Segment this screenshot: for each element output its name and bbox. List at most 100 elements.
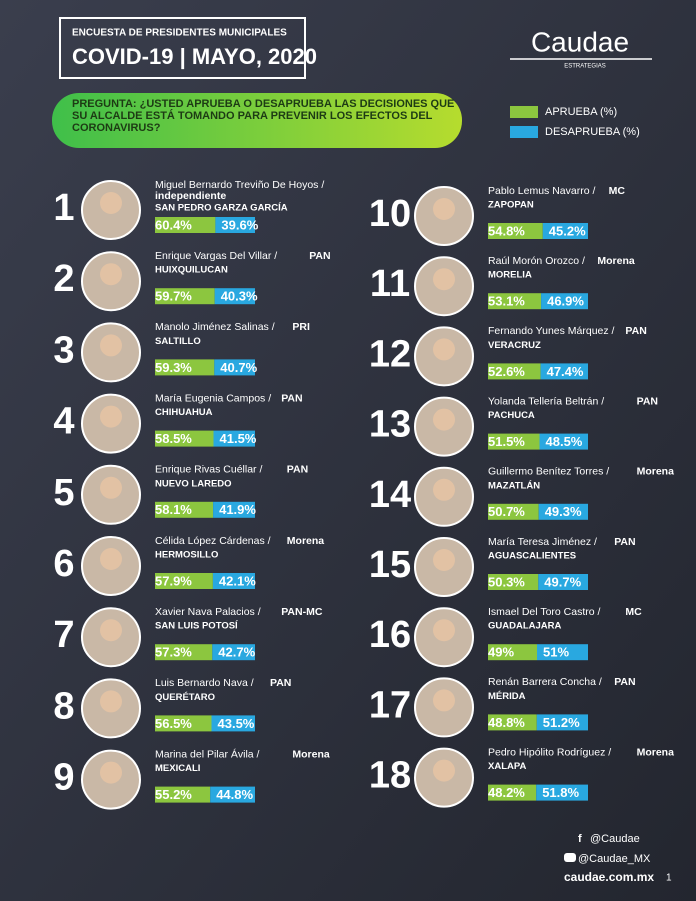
logo: Caudae	[531, 26, 629, 57]
approve-label: 53.1%	[488, 294, 525, 309]
disapprove-label: 51%	[543, 645, 569, 660]
city: HERMOSILLO	[155, 550, 218, 561]
party: Morena	[637, 466, 675, 478]
approve-label: 58.5%	[155, 431, 192, 446]
mayor-row: 9 Marina del Pilar Ávila / Morena MEXICALI 5…	[53, 747, 330, 810]
party: PAN	[287, 464, 308, 476]
approve-label: 57.3%	[155, 645, 192, 660]
approve-bar	[488, 223, 543, 239]
party: PAN	[625, 325, 646, 337]
mayor-row: 10 Pablo Lemus Navarro / MC ZAPOPAN 54.8% 45.…	[369, 185, 626, 246]
approve-bar	[155, 715, 212, 732]
disapprove-label: 46.9%	[547, 294, 584, 309]
rank: 1	[53, 187, 74, 229]
name: Fernando Yunes Márquez /	[488, 325, 615, 337]
city: SAN PEDRO GARZA GARCÍA	[155, 203, 288, 214]
party: MC	[609, 185, 626, 197]
rank: 11	[370, 263, 410, 305]
party: PAN	[637, 395, 658, 407]
city: ZAPOPAN	[488, 200, 534, 211]
party: PAN	[614, 536, 635, 548]
mayor-row: 12 Fernando Yunes Márquez / PAN VERACRUZ 52.…	[369, 325, 647, 387]
rank: 4	[53, 401, 74, 443]
city: HUIXQUILUCAN	[155, 265, 228, 276]
mayor-row: 5 Enrique Rivas Cuéllar / PAN NUEVO LAREDO 5…	[53, 464, 308, 525]
disapprove-label: 39.6%	[221, 217, 258, 232]
approve-label: 58.1%	[155, 502, 192, 517]
disapprove-label: 41.9%	[219, 502, 256, 517]
logo-tagline: ESTRATEGIAS	[564, 64, 606, 70]
rank: 7	[53, 614, 74, 656]
photo-head	[433, 689, 455, 712]
legend-swatch	[510, 106, 538, 118]
name: Marina del Pilar Ávila /	[155, 747, 260, 760]
approve-label: 48.8%	[488, 715, 525, 730]
mayor-list: 1 Miguel Bernardo Treviño De Hoyos /indep…	[53, 179, 675, 810]
name: Yolanda Tellería Beltrán /	[488, 395, 604, 407]
photo-head	[433, 619, 455, 642]
city: PACHUCA	[488, 410, 535, 421]
rank: 5	[53, 472, 74, 514]
rank: 6	[53, 543, 74, 585]
approve-bar	[488, 644, 537, 661]
rank: 14	[369, 474, 411, 516]
mayor-row: 11 Raúl Morón Orozco / Morena MORELIA 53.1% 4…	[370, 255, 635, 317]
name: Xavier Nava Palacios /	[155, 606, 261, 618]
disapprove-bar	[211, 715, 255, 732]
photo-head	[433, 478, 455, 501]
approve-bar	[488, 784, 537, 801]
photo-head	[433, 338, 455, 361]
disapprove-bar	[212, 573, 255, 589]
approve-label: 54.8%	[488, 223, 525, 238]
approve-label: 50.7%	[488, 504, 525, 519]
name: Luis Bernardo Nava /	[155, 677, 254, 689]
approve-bar	[488, 433, 540, 450]
approve-label: 59.7%	[155, 289, 192, 304]
mayor-row: 4 María Eugenia Campos / PAN CHIHUAHUA 58.5%…	[53, 392, 303, 454]
photo-head	[433, 268, 455, 291]
disapprove-bar	[213, 501, 255, 518]
mayor-row: 16 Ismael Del Toro Castro / MC GUADALAJARA 4…	[369, 606, 642, 668]
photo-head	[100, 334, 122, 357]
disapprove-bar	[210, 786, 255, 803]
disapprove-label: 41.5%	[220, 431, 257, 446]
disapprove-label: 48.5%	[546, 434, 583, 449]
approve-bar	[488, 363, 541, 380]
legend-swatch	[510, 126, 538, 138]
name: María Eugenia Campos /	[155, 392, 271, 404]
disapprove-bar	[541, 293, 588, 310]
name: Enrique Rivas Cuéllar /	[155, 464, 262, 476]
approve-label: 48.2%	[488, 785, 525, 800]
photo-head	[433, 198, 455, 220]
photo-head	[100, 476, 122, 499]
disapprove-bar	[539, 433, 588, 450]
city: MAZATLÁN	[488, 480, 540, 491]
mayor-row: 18 Pedro Hipólito Rodríguez / Morena XALAPA…	[369, 746, 674, 808]
question-box	[52, 93, 462, 148]
mayor-row: 3 Manolo Jiménez Salinas / PRI SALTILLO 59.3…	[53, 321, 310, 383]
name: Célida López Cárdenas /	[155, 535, 271, 547]
photo-head	[433, 549, 455, 571]
name: María Teresa Jiménez /	[488, 536, 597, 548]
disapprove-bar	[215, 217, 255, 233]
city: MEXICALI	[155, 763, 200, 774]
approve-bar	[155, 430, 214, 447]
disapprove-label: 47.4%	[547, 364, 584, 379]
mayor-row: 1 Miguel Bernardo Treviño De Hoyos /indep…	[53, 179, 324, 240]
disapprove-bar	[213, 430, 255, 447]
name: Manolo Jiménez Salinas /	[155, 321, 275, 333]
disapprove-label: 49.3%	[545, 504, 582, 519]
approve-bar	[155, 644, 213, 661]
rank: 3	[53, 329, 74, 371]
rank: 17	[369, 684, 411, 726]
party: PAN	[270, 677, 291, 689]
disapprove-label: 44.8%	[216, 787, 253, 802]
twitter-icon	[564, 853, 576, 862]
legend-label: DESAPRUEBA (%)	[545, 126, 640, 138]
approve-label: 59.3%	[155, 360, 192, 375]
approve-label: 50.3%	[488, 574, 525, 589]
city: VERACRUZ	[488, 340, 541, 351]
party: PAN	[614, 676, 635, 688]
mayor-row: 13 Yolanda Tellería Beltrán / PAN PACHUCA 51…	[369, 395, 658, 457]
rank: 15	[369, 544, 411, 586]
